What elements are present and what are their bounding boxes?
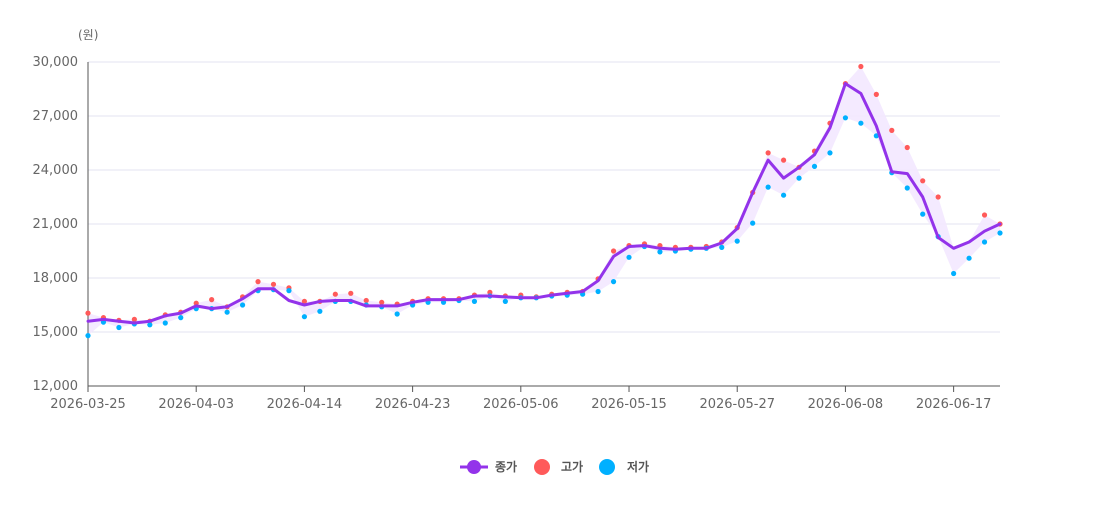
legend-high-label: 고가 — [561, 459, 583, 474]
low-point — [719, 244, 725, 250]
high-point — [255, 279, 261, 285]
x-tick-label: 2026-05-27 — [699, 397, 775, 412]
low-point — [842, 115, 849, 121]
high-point — [487, 289, 493, 295]
y-tick-label: 18,000 — [33, 271, 79, 286]
y-tick-label: 30,000 — [33, 55, 79, 70]
high-point — [193, 300, 199, 306]
low-point — [178, 315, 184, 321]
high-point — [332, 291, 338, 297]
low-point — [765, 184, 771, 190]
low-point — [750, 220, 756, 226]
low-point — [904, 185, 910, 191]
y-tick-label: 24,000 — [33, 163, 79, 178]
low-point — [317, 308, 323, 314]
low-point — [734, 238, 740, 244]
low-point — [224, 309, 230, 315]
high-point — [131, 316, 137, 322]
legend-close-label: 종가 — [495, 459, 517, 474]
close-line — [86, 82, 1002, 325]
high-point — [363, 297, 369, 304]
high-point — [301, 298, 308, 304]
low-point — [796, 175, 802, 181]
legend-item-close[interactable]: 종가 — [460, 459, 517, 474]
low-point — [162, 320, 168, 326]
grid-lines — [88, 61, 1000, 333]
low-point — [394, 311, 400, 317]
low-point — [116, 324, 122, 331]
legend-high-marker — [534, 459, 550, 475]
legend-item-low[interactable]: 저가 — [599, 459, 649, 475]
low-point — [595, 288, 601, 295]
y-tick-label: 15,000 — [33, 325, 79, 340]
high-point — [270, 281, 277, 287]
high-point — [765, 150, 771, 156]
legend-close-marker — [467, 460, 481, 474]
legend: 종가 고가 저가 — [460, 459, 649, 475]
low-point — [626, 254, 632, 260]
axes: (원) 30,000 27,000 24,000 21,000 18,000 15,000… — [33, 28, 1000, 412]
high-point — [873, 91, 879, 97]
low-point — [858, 120, 864, 126]
high-point — [780, 157, 787, 163]
legend-low-marker — [599, 459, 615, 475]
low-point — [85, 333, 91, 339]
x-tick-label: 2026-05-06 — [483, 397, 559, 412]
y-axis-unit-label: (원) — [78, 28, 98, 42]
low-series — [85, 115, 1003, 339]
high-point — [858, 63, 864, 70]
x-tick-label: 2026-05-15 — [591, 397, 667, 412]
low-point — [811, 163, 818, 169]
low-point — [301, 314, 308, 320]
high-point — [85, 310, 91, 316]
low-point — [997, 230, 1003, 236]
low-point — [827, 150, 833, 156]
legend-item-high[interactable]: 고가 — [534, 459, 583, 475]
high-point — [348, 290, 354, 296]
x-tick-label: 2026-04-14 — [267, 397, 343, 412]
legend-low-label: 저가 — [627, 459, 649, 474]
low-point — [951, 270, 957, 277]
x-tick-label: 2026-04-03 — [158, 397, 234, 412]
low-point — [657, 249, 663, 255]
y-tick-label: 12,000 — [33, 379, 79, 394]
y-tick-label: 21,000 — [33, 217, 79, 232]
low-point — [286, 288, 292, 294]
low-point — [471, 298, 478, 304]
high-point — [981, 212, 988, 218]
high-point — [379, 299, 385, 305]
low-point — [780, 192, 787, 198]
x-tick-label: 2026-04-23 — [375, 397, 451, 412]
high-point — [935, 194, 941, 200]
low-point — [981, 239, 988, 245]
low-point — [966, 255, 972, 261]
x-tick-label: 2026-06-17 — [916, 397, 992, 412]
low-point — [239, 302, 246, 308]
low-point — [502, 298, 508, 304]
high-point — [920, 178, 926, 184]
high-point — [610, 248, 617, 254]
x-tick-label: 2026-03-25 — [50, 397, 126, 412]
y-tick-label: 27,000 — [33, 109, 79, 124]
low-point — [920, 211, 926, 217]
high-point — [209, 297, 215, 303]
x-tick-label: 2026-06-08 — [808, 397, 884, 412]
high-point — [904, 144, 910, 151]
low-point — [147, 322, 153, 328]
low-point — [610, 279, 617, 285]
high-point — [889, 127, 895, 133]
close-series — [86, 82, 1002, 325]
